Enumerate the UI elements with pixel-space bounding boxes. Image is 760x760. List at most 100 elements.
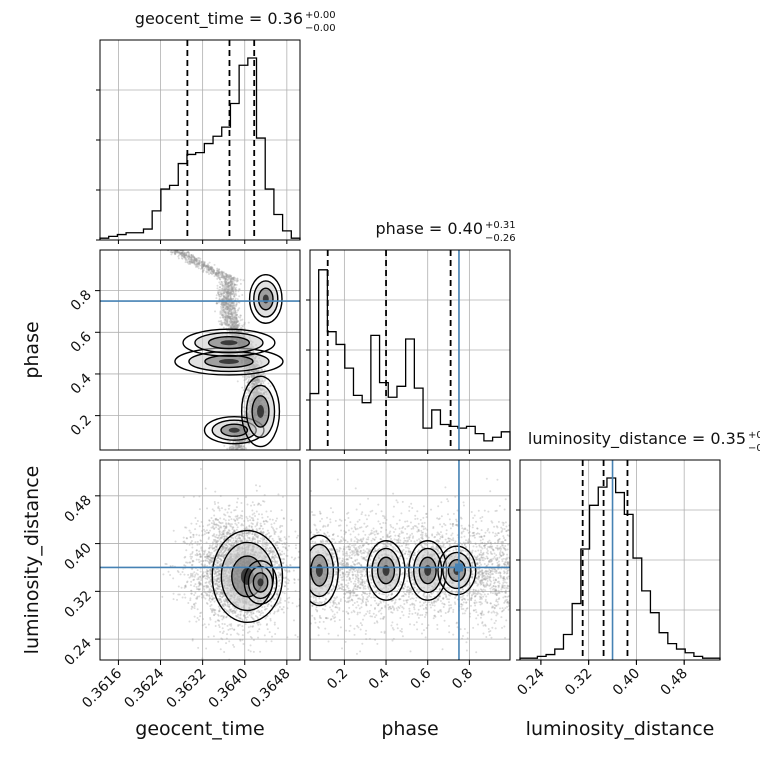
sample-point xyxy=(256,541,259,544)
sample-point xyxy=(182,253,185,256)
sample-point xyxy=(211,268,214,271)
sample-point xyxy=(243,519,246,522)
sample-point xyxy=(222,286,225,289)
sample-point xyxy=(233,611,236,614)
sample-point xyxy=(212,270,215,273)
sample-point xyxy=(224,303,227,306)
sample-point xyxy=(225,290,228,293)
sample-point xyxy=(237,633,240,636)
sample-point xyxy=(183,252,186,255)
sample-point xyxy=(216,539,219,542)
sample-point xyxy=(226,285,229,288)
sample-point xyxy=(230,278,233,281)
sample-point xyxy=(219,288,222,291)
sample-point xyxy=(191,261,194,264)
sample-point xyxy=(202,264,205,267)
sample-point xyxy=(230,310,233,313)
sample-point xyxy=(234,324,237,327)
sample-point xyxy=(255,378,258,381)
sample-point xyxy=(256,370,259,373)
sample-point xyxy=(235,316,238,319)
sample-point xyxy=(219,554,222,557)
sample-point xyxy=(200,260,203,263)
panel-title: luminosity_distance = 0.35 xyxy=(528,429,746,449)
sample-point xyxy=(220,321,223,324)
sample-point xyxy=(225,296,228,299)
sample-point xyxy=(196,595,199,598)
sample-point xyxy=(204,585,207,588)
sample-point xyxy=(232,609,235,612)
sample-point xyxy=(232,319,235,322)
sample-point xyxy=(213,501,216,504)
sample-point xyxy=(238,539,241,542)
sample-point xyxy=(233,321,236,324)
sample-point xyxy=(236,326,239,329)
sample-point xyxy=(227,284,230,287)
sample-point xyxy=(220,303,223,306)
sample-point xyxy=(207,531,210,534)
sample-point xyxy=(222,548,225,551)
sample-point xyxy=(251,384,254,387)
sample-point xyxy=(237,324,240,327)
sample-point xyxy=(224,277,227,280)
sample-point xyxy=(227,276,230,279)
sample-point xyxy=(224,316,227,319)
sample-point xyxy=(243,414,246,417)
sample-point xyxy=(217,271,220,274)
sample-point xyxy=(208,590,211,593)
sample-point xyxy=(165,563,168,566)
sample-point xyxy=(224,316,227,319)
sample-point xyxy=(222,306,225,309)
sample-point xyxy=(273,530,276,533)
sample-point xyxy=(291,602,294,605)
sample-point xyxy=(228,275,231,278)
sample-point xyxy=(192,258,195,261)
sample-point xyxy=(210,585,213,588)
sample-point xyxy=(243,614,246,617)
sample-point xyxy=(217,624,220,627)
sample-point xyxy=(224,298,227,301)
sample-point xyxy=(200,263,203,266)
sample-point xyxy=(220,547,223,550)
sample-point xyxy=(238,445,241,448)
sample-point xyxy=(234,319,237,322)
sample-point xyxy=(242,445,245,448)
sample-point xyxy=(189,258,192,261)
sample-point xyxy=(195,262,198,265)
sample-point xyxy=(226,447,229,450)
sample-point xyxy=(201,266,204,269)
sample-point xyxy=(248,524,251,527)
sample-point xyxy=(177,251,180,254)
sample-point xyxy=(236,321,239,324)
sample-point xyxy=(240,534,243,537)
sample-point xyxy=(220,533,223,536)
sample-point xyxy=(193,615,196,618)
sample-point xyxy=(229,291,232,294)
sample-point xyxy=(188,529,191,532)
sample-point xyxy=(205,265,208,268)
sample-point xyxy=(224,296,227,299)
sample-point xyxy=(229,313,232,316)
sample-point xyxy=(245,392,248,395)
sample-point xyxy=(219,283,222,286)
sample-point xyxy=(220,558,223,561)
sample-point xyxy=(212,557,215,560)
sample-point xyxy=(230,313,233,316)
sample-point xyxy=(230,289,233,292)
sample-point xyxy=(179,253,182,256)
sample-point xyxy=(185,542,188,545)
sample-point xyxy=(225,303,228,306)
sample-point xyxy=(217,293,220,296)
sample-point xyxy=(255,382,258,385)
sample-point xyxy=(224,283,227,286)
sample-point xyxy=(233,306,236,309)
sample-point xyxy=(219,310,222,313)
sample-point xyxy=(253,383,256,386)
sample-point xyxy=(198,262,201,265)
sample-point xyxy=(267,552,270,555)
sample-point xyxy=(206,593,209,596)
sample-point xyxy=(205,267,208,270)
sample-point xyxy=(217,293,220,296)
sample-point xyxy=(190,259,193,262)
sample-point xyxy=(220,551,223,554)
